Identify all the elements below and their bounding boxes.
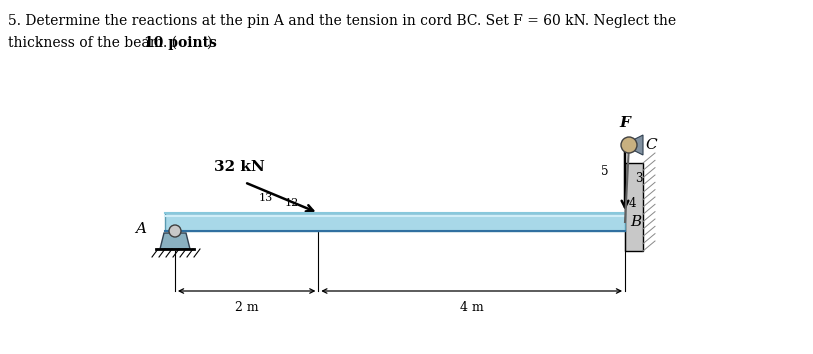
Text: 2 m: 2 m xyxy=(235,301,259,314)
Text: 5: 5 xyxy=(293,221,301,230)
Text: F: F xyxy=(620,116,630,130)
Text: 32 kN: 32 kN xyxy=(214,160,265,174)
Text: thickness of the beam. (: thickness of the beam. ( xyxy=(8,36,177,50)
Text: 13: 13 xyxy=(259,193,272,202)
Text: 5. Determine the reactions at the pin A and the tension in cord BC. Set F = 60 k: 5. Determine the reactions at the pin A … xyxy=(8,14,676,28)
Text: ): ) xyxy=(206,36,211,50)
Polygon shape xyxy=(165,213,625,231)
Polygon shape xyxy=(160,233,190,249)
Circle shape xyxy=(169,225,181,237)
Text: 4: 4 xyxy=(628,197,636,210)
Circle shape xyxy=(621,137,637,153)
Text: 12: 12 xyxy=(285,198,298,207)
Text: 3: 3 xyxy=(635,172,643,185)
Text: 5: 5 xyxy=(602,165,609,178)
Text: C: C xyxy=(645,138,657,152)
Polygon shape xyxy=(625,163,643,251)
Text: B: B xyxy=(630,215,641,229)
Text: 4 m: 4 m xyxy=(460,301,484,314)
Polygon shape xyxy=(627,135,643,155)
Text: A: A xyxy=(135,222,146,236)
Text: 10 points: 10 points xyxy=(144,36,217,50)
